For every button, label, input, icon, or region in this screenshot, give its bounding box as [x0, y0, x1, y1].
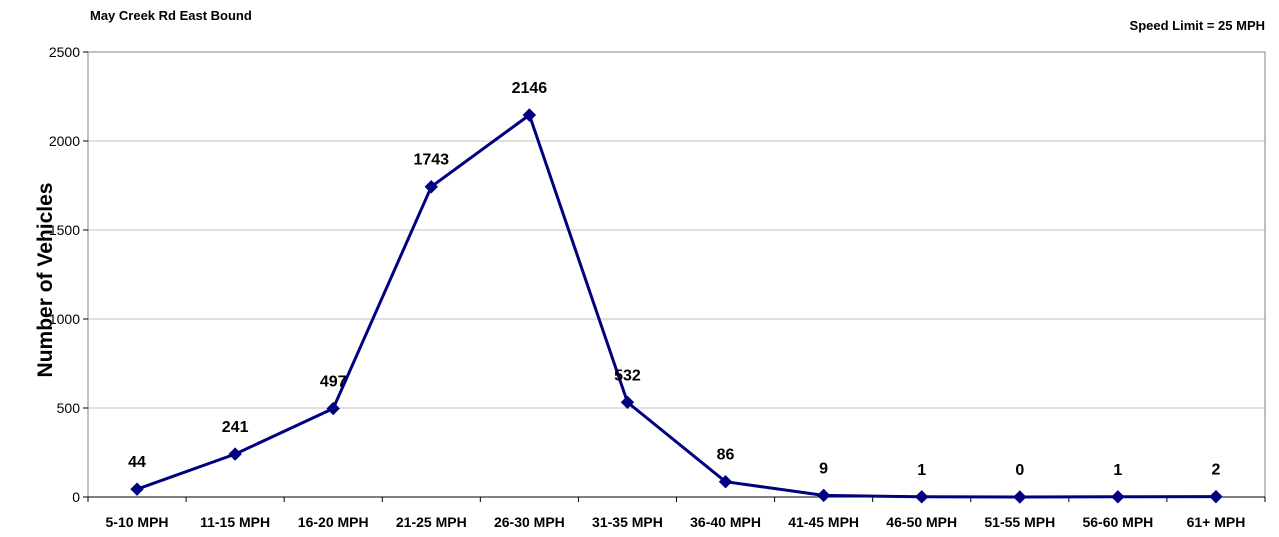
series-line [136, 113, 1217, 499]
y-tick-label: 2500 [49, 44, 80, 60]
x-tick-label: 31-35 MPH [592, 514, 663, 530]
data-point-marker [718, 474, 733, 489]
x-tick-label: 11-15 MPH [200, 514, 270, 530]
data-label: 1 [1113, 462, 1122, 479]
chart-title: May Creek Rd East Bound [90, 8, 252, 23]
data-point-marker [620, 395, 635, 410]
x-tick-label: 56-60 MPH [1082, 514, 1153, 530]
x-tick-label: 5-10 MPH [106, 514, 169, 530]
data-point-marker [522, 108, 537, 122]
data-point-marker [228, 447, 242, 461]
data-label: 1 [917, 462, 926, 479]
plot-area-frame [87, 51, 1266, 498]
data-label: 241 [222, 419, 249, 436]
data-point-marker [424, 180, 438, 194]
data-point-marker [1209, 489, 1223, 504]
x-tick-label: 16-20 MPH [298, 514, 369, 530]
y-tick-label: 0 [72, 489, 80, 505]
data-label: 9 [819, 460, 828, 477]
data-label: 2 [1212, 462, 1221, 479]
y-tick-label: 500 [57, 400, 81, 416]
data-label: 2146 [512, 80, 548, 97]
y-axis-label: Number of Vehicles [34, 183, 57, 378]
x-tick-label: 61+ MPH [1187, 514, 1246, 530]
axes [83, 51, 1266, 502]
x-tick-label: 46-50 MPH [886, 514, 957, 530]
data-label: 497 [320, 374, 347, 391]
data-label: 1743 [413, 152, 449, 169]
y-tick-label: 1500 [49, 222, 80, 238]
data-label: 532 [614, 367, 641, 384]
data-point-marker [1111, 490, 1125, 504]
chart-subtitle: Speed Limit = 25 MPH [1129, 18, 1265, 33]
data-label: 86 [717, 447, 735, 464]
data-point-marker [1013, 490, 1027, 504]
series-markers [130, 108, 1223, 504]
x-tick-label: 36-40 MPH [690, 514, 761, 530]
gridlines [88, 140, 1265, 409]
data-point-marker [816, 488, 831, 503]
data-label: 0 [1015, 462, 1024, 479]
data-labels: 44 241 497 1743 2146 532 86 9 1 0 1 2 [128, 80, 1220, 479]
y-tick-label: 1000 [49, 311, 80, 327]
x-tick-labels: 5-10 MPH 11-15 MPH 16-20 MPH 21-25 MPH 26-30… [106, 514, 1246, 530]
x-tick-label: 21-25 MPH [396, 514, 467, 530]
data-point-marker [130, 482, 144, 496]
data-point-marker [326, 401, 340, 416]
series-line-path [136, 113, 1217, 499]
y-tick-label: 2000 [49, 133, 80, 149]
y-tick-labels: 0 500 1000 1500 2000 2500 [49, 44, 80, 505]
x-tick-label: 51-55 MPH [984, 514, 1055, 530]
x-tick-label: 41-45 MPH [788, 514, 859, 530]
x-tick-label: 26-30 MPH [494, 514, 565, 530]
data-point-marker [915, 490, 929, 504]
data-label: 44 [128, 454, 146, 471]
